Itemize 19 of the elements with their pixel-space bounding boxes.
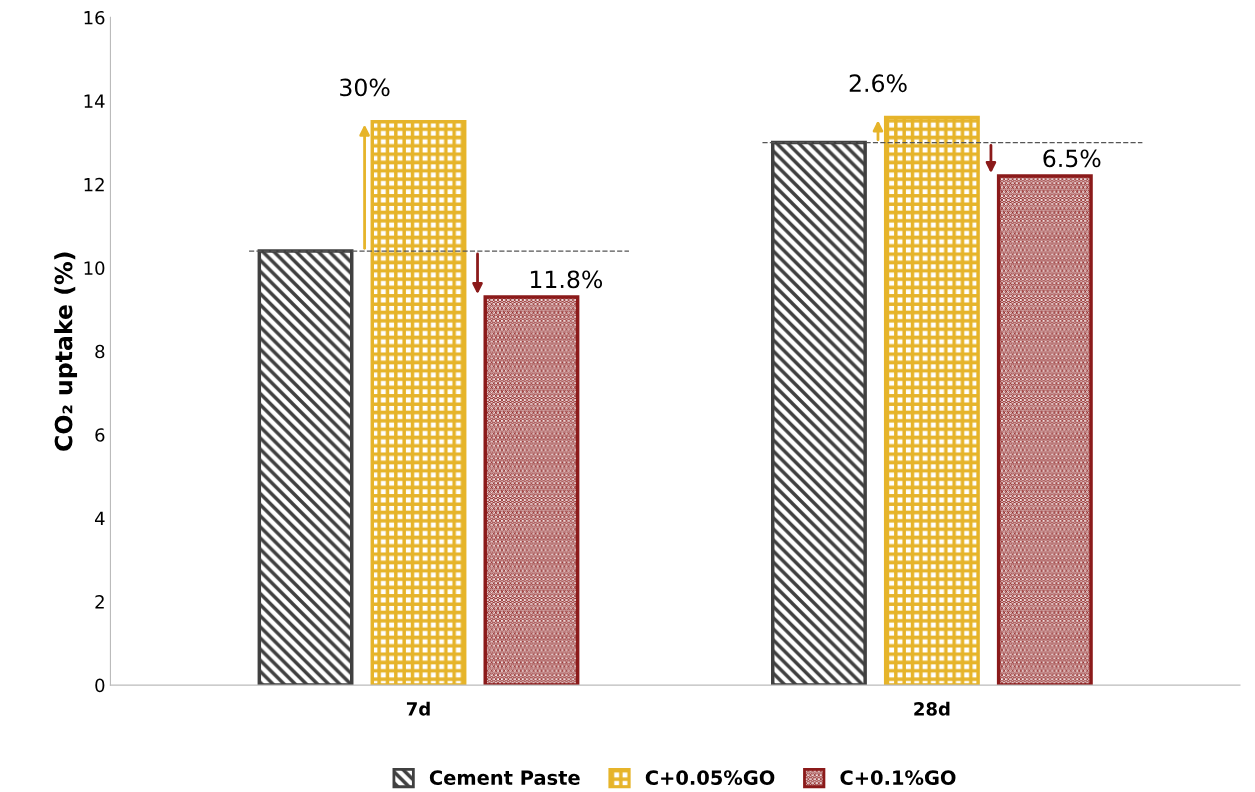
x-tick-label: 7d xyxy=(406,701,430,716)
y-tick-label: 12 xyxy=(84,177,104,192)
annotation: 6.5% xyxy=(1043,149,1101,168)
annotation: 11.8% xyxy=(530,270,603,289)
x-tick-label: 28d xyxy=(914,701,950,716)
y-axis-title: CO₂ uptake (%) xyxy=(54,252,78,451)
y-tick-label: 2 xyxy=(95,595,104,609)
y-tick-label: 8 xyxy=(95,344,105,359)
y-tick-label: 4 xyxy=(94,511,105,526)
legend-label: C+0.05%GO xyxy=(645,770,775,785)
legend-label: C+0.1%GO xyxy=(840,770,956,785)
annotation: 30% xyxy=(340,78,390,97)
legend-label: Cement Paste xyxy=(429,770,580,785)
y-tick-label: 0 xyxy=(95,678,105,693)
y-tick-label: 16 xyxy=(84,10,105,25)
y-tick-label: 6 xyxy=(95,428,105,442)
annotation: 2.6% xyxy=(849,74,907,93)
y-tick-label: 14 xyxy=(84,94,105,108)
y-tick-label: 10 xyxy=(84,261,105,275)
